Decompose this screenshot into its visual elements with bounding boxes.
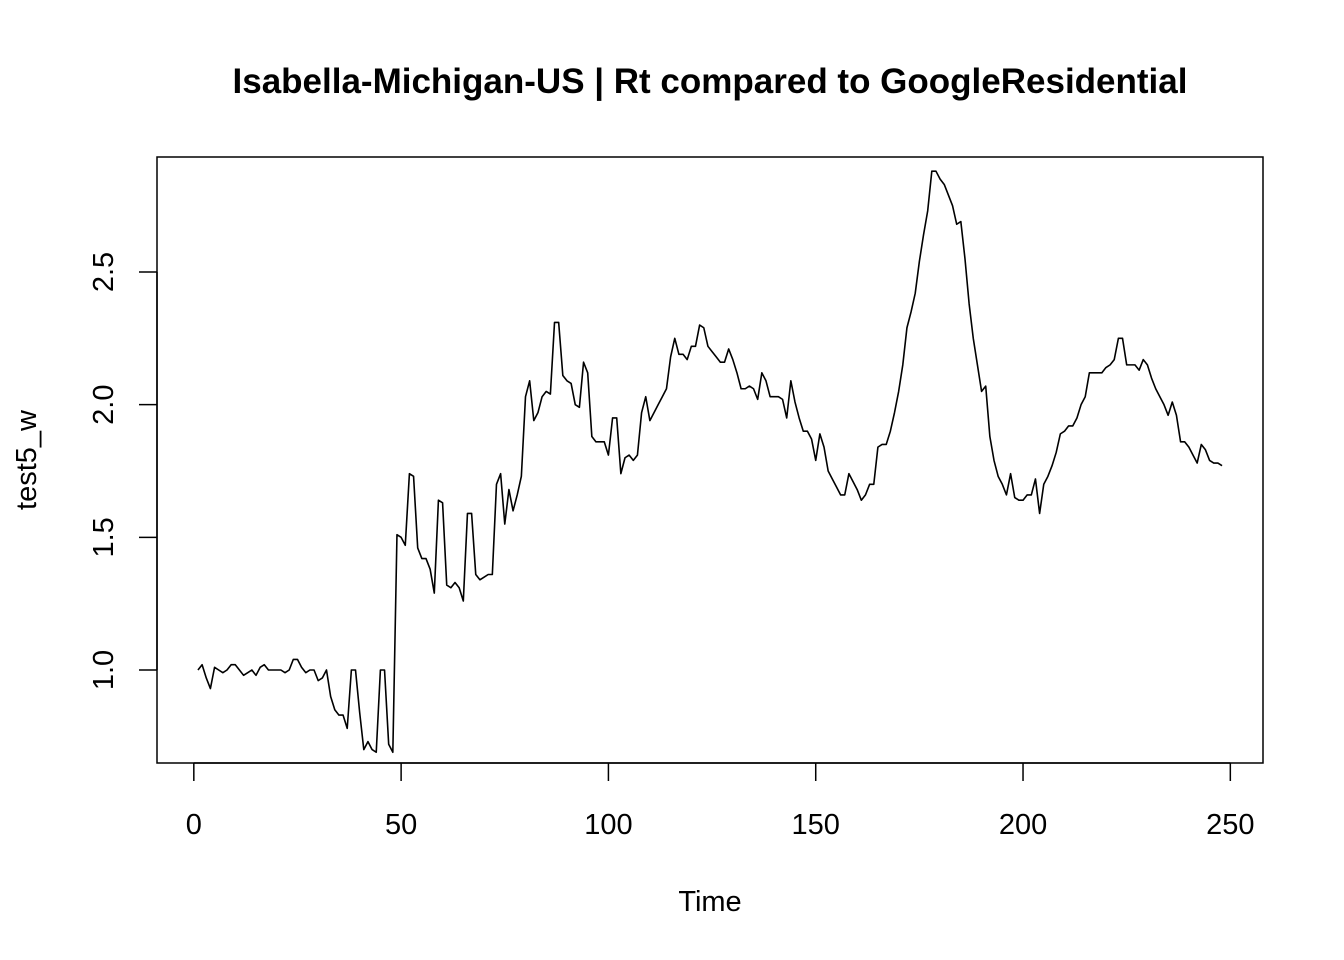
y-tick-label: 2.0 <box>88 385 120 425</box>
y-axis: 1.0 1.5 2.0 2.5 <box>88 252 158 690</box>
series-line <box>197 170 1223 754</box>
x-axis: 0 50 100 150 200 250 <box>186 762 1255 841</box>
x-tick-label: 100 <box>584 809 632 841</box>
x-tick-label: 250 <box>1206 809 1254 841</box>
x-tick-label: 200 <box>999 809 1047 841</box>
y-tick-label: 2.5 <box>88 252 120 292</box>
y-axis-label: test5_w <box>11 409 43 510</box>
y-tick-label: 1.5 <box>88 517 120 557</box>
x-tick-label: 150 <box>792 809 840 841</box>
x-tick-label: 0 <box>186 809 202 841</box>
plot-frame <box>156 156 1264 764</box>
y-tick-label: 1.0 <box>88 650 120 690</box>
x-tick-label: 50 <box>385 809 417 841</box>
x-axis-label: Time <box>678 886 741 918</box>
chart-title: Isabella-Michigan-US | Rt compared to Go… <box>233 62 1188 101</box>
